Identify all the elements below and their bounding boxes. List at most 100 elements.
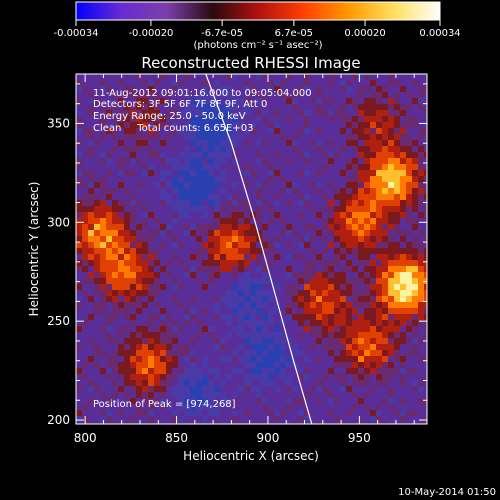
heatmap-cell <box>148 296 155 303</box>
heatmap-cell <box>82 128 89 135</box>
heatmap-cell <box>316 236 323 243</box>
heatmap-cell <box>160 158 167 165</box>
heatmap-cell <box>88 122 95 129</box>
heatmap-cell <box>364 116 371 123</box>
heatmap-cell <box>412 272 419 279</box>
heatmap-cell <box>256 104 263 111</box>
heatmap-cell <box>286 380 293 387</box>
heatmap-cell <box>322 374 329 381</box>
heatmap-cell <box>316 284 323 291</box>
heatmap-cell <box>364 284 371 291</box>
heatmap-cell <box>274 170 281 177</box>
heatmap-cell <box>388 416 395 423</box>
heatmap-cell <box>256 86 263 93</box>
heatmap-cell <box>172 392 179 399</box>
heatmap-cell <box>184 272 191 279</box>
heatmap-cell <box>232 326 239 333</box>
heatmap-cell <box>394 224 401 231</box>
heatmap-cell <box>154 338 161 345</box>
heatmap-cell <box>400 368 407 375</box>
heatmap-cell <box>322 200 329 207</box>
heatmap-cell <box>76 332 83 339</box>
heatmap-cell <box>76 302 83 309</box>
heatmap-cell <box>412 140 419 147</box>
heatmap-cell <box>358 350 365 357</box>
heatmap-cell <box>406 380 413 387</box>
heatmap-cell <box>406 368 413 375</box>
heatmap-cell <box>124 296 131 303</box>
heatmap-cell <box>178 368 185 375</box>
heatmap-cell <box>364 206 371 213</box>
heatmap-cell <box>418 332 425 339</box>
heatmap-cell <box>268 302 275 309</box>
heatmap-cell <box>238 200 245 207</box>
heatmap-cell <box>112 380 119 387</box>
heatmap-cell <box>262 314 269 321</box>
heatmap-cell <box>340 404 347 411</box>
heatmap-cell <box>394 218 401 225</box>
heatmap-cell <box>226 242 233 249</box>
heatmap-cell <box>226 182 233 189</box>
heatmap-cell <box>388 284 395 291</box>
heatmap-cell <box>256 344 263 351</box>
heatmap-cell <box>76 164 83 171</box>
heatmap-cell <box>220 284 227 291</box>
heatmap-cell <box>220 302 227 309</box>
heatmap-cell <box>280 224 287 231</box>
heatmap-cell <box>358 362 365 369</box>
heatmap-cell <box>238 110 245 117</box>
heatmap-cell <box>154 92 161 99</box>
heatmap-cell <box>364 350 371 357</box>
heatmap-cell <box>340 134 347 141</box>
heatmap-cell <box>358 392 365 399</box>
heatmap-cell <box>166 278 173 285</box>
heatmap-cell <box>298 296 305 303</box>
heatmap-cell <box>364 416 371 423</box>
heatmap-cell <box>274 326 281 333</box>
heatmap-cell <box>376 272 383 279</box>
heatmap-cell <box>376 320 383 327</box>
heatmap-cell <box>190 146 197 153</box>
heatmap-cell <box>76 350 83 357</box>
heatmap-cell <box>238 116 245 123</box>
heatmap-cell <box>406 164 413 171</box>
heatmap-cell <box>340 170 347 177</box>
heatmap-cell <box>130 230 137 237</box>
heatmap-cell <box>292 188 299 195</box>
heatmap-cell <box>316 410 323 417</box>
heatmap-cell <box>256 74 263 81</box>
heatmap-cell <box>394 356 401 363</box>
heatmap-cell <box>142 164 149 171</box>
heatmap-cell <box>286 248 293 255</box>
heatmap-cell <box>376 158 383 165</box>
heatmap-cell <box>208 278 215 285</box>
heatmap-cell <box>346 272 353 279</box>
heatmap-cell <box>310 254 317 261</box>
heatmap-cell <box>310 116 317 123</box>
heatmap-cell <box>148 140 155 147</box>
heatmap-cell <box>88 386 95 393</box>
heatmap-cell <box>328 404 335 411</box>
heatmap-cell <box>244 272 251 279</box>
heatmap-cell <box>322 302 329 309</box>
heatmap-cell <box>106 224 113 231</box>
heatmap-cell <box>172 206 179 213</box>
heatmap-cell <box>310 122 317 129</box>
heatmap-cell <box>244 188 251 195</box>
heatmap-cell <box>358 338 365 345</box>
heatmap-cell <box>400 134 407 141</box>
heatmap-cell <box>232 188 239 195</box>
heatmap-cell <box>364 308 371 315</box>
heatmap-cell <box>388 128 395 135</box>
heatmap-cell <box>154 410 161 417</box>
heatmap-cell <box>88 92 95 99</box>
heatmap-cell <box>424 158 427 165</box>
heatmap-cell <box>364 368 371 375</box>
heatmap-cell <box>304 98 311 105</box>
heatmap-cell <box>184 98 191 105</box>
heatmap-cell <box>226 386 233 393</box>
heatmap-cell <box>334 140 341 147</box>
heatmap-cell <box>148 212 155 219</box>
heatmap-cell <box>382 422 389 424</box>
heatmap-cell <box>364 344 371 351</box>
